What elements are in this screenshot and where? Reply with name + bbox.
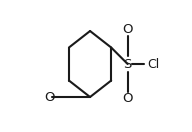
Text: O: O	[122, 23, 133, 36]
Text: Cl: Cl	[147, 58, 159, 70]
Text: O: O	[44, 91, 54, 103]
Text: S: S	[123, 58, 132, 70]
Text: O: O	[122, 92, 133, 105]
